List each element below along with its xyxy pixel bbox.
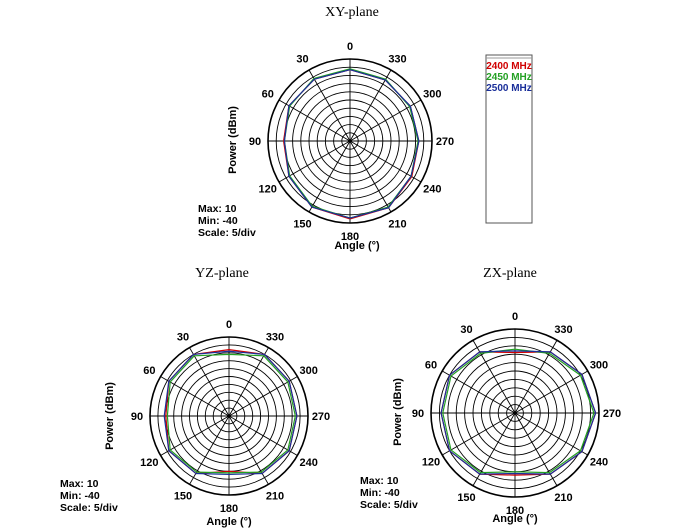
grid-spoke — [228, 415, 298, 456]
y-axis-label: Power (dBm) — [104, 382, 116, 450]
grid-spoke — [278, 99, 351, 142]
x-axis-label: Angle (°) — [492, 513, 538, 525]
info-max: Max: 10 — [198, 203, 237, 215]
angle-tick-label: 30 — [460, 324, 472, 336]
legend-item-2400: 2400 MHz — [486, 61, 532, 72]
angle-tick-label: 240 — [590, 457, 608, 469]
series-line-2500-mhz — [440, 350, 597, 475]
angle-tick-label: 300 — [423, 89, 441, 101]
angle-tick-label: 210 — [266, 491, 284, 503]
zx-plane-chart: ZX-plane 0 330 300 270 240 210 180 150 120 90 60 30… — [360, 266, 621, 525]
polar-grid — [149, 336, 309, 496]
grid-spoke — [514, 412, 588, 456]
info-scale: Scale: 5/div — [198, 227, 256, 239]
angle-tick-label: 60 — [425, 360, 437, 372]
info-max: Max: 10 — [360, 475, 399, 487]
angle-tick-label: 30 — [296, 54, 308, 66]
data-series — [282, 68, 420, 220]
angle-tick-label: 30 — [177, 331, 189, 343]
series-line-2450-mhz — [166, 353, 296, 474]
angle-tick-labels: 0 330 300 270 240 210 180 150 120 90 60 30 — [412, 311, 621, 517]
angle-tick-label: 150 — [293, 218, 311, 230]
angle-tick-label: 270 — [436, 136, 454, 148]
grid-spoke — [308, 140, 351, 213]
angle-tick-label: 180 — [341, 231, 359, 243]
grid-spoke — [308, 69, 351, 142]
angle-tick-label: 210 — [554, 492, 572, 504]
angle-tick-label: 60 — [143, 365, 155, 377]
grid-spoke — [228, 347, 269, 417]
angle-tick-label: 0 — [226, 319, 232, 331]
angle-tick-label: 60 — [262, 89, 274, 101]
y-axis-label: Power (dBm) — [227, 106, 239, 174]
angle-tick-label: 270 — [603, 408, 621, 420]
angle-tick-label: 330 — [388, 54, 406, 66]
grid-spoke — [349, 140, 422, 183]
angle-tick-label: 210 — [388, 218, 406, 230]
angle-tick-label: 0 — [512, 311, 518, 323]
angle-tick-label: 90 — [131, 411, 143, 423]
chart-title: YZ-plane — [195, 266, 249, 281]
legend: 2400 MHz 2450 MHz 2500 MHz — [485, 54, 533, 224]
grid-spoke — [160, 415, 230, 456]
xy-plane-chart: XY-plane 0 330 300 270 240 210 180 150 120 90 60 30… — [198, 5, 454, 252]
legend-item-2450: 2450 MHz — [486, 72, 532, 83]
polar-grid — [267, 58, 433, 224]
angle-tick-label: 270 — [312, 411, 330, 423]
angle-tick-label: 180 — [220, 503, 238, 515]
yz-plane-chart: YZ-plane 0 330 300 270 240 210 180 150 120 90 60 30… — [60, 266, 330, 528]
grid-spoke — [278, 140, 351, 183]
angle-tick-label: 90 — [412, 408, 424, 420]
info-min: Min: -40 — [60, 490, 100, 502]
angle-tick-label: 120 — [422, 457, 440, 469]
angle-tick-label: 330 — [266, 331, 284, 343]
angle-tick-label: 180 — [506, 505, 524, 517]
angle-tick-label: 240 — [423, 184, 441, 196]
grid-spoke — [228, 376, 298, 417]
angle-tick-label: 0 — [347, 41, 353, 53]
legend-item-2500: 2500 MHz — [486, 83, 532, 94]
angle-tick-labels: 0 330 300 270 240 210 180 150 120 90 60 30 — [131, 319, 330, 515]
x-axis-label: Angle (°) — [206, 516, 252, 528]
chart-title: ZX-plane — [483, 266, 537, 281]
grid-spoke — [160, 376, 230, 417]
angle-tick-label: 150 — [457, 492, 475, 504]
angle-tick-label: 90 — [249, 136, 261, 148]
info-min: Min: -40 — [198, 215, 238, 227]
grid-spoke — [514, 370, 588, 414]
angle-tick-label: 240 — [299, 457, 317, 469]
angle-tick-label: 150 — [174, 491, 192, 503]
series-line-2500-mhz — [163, 350, 298, 476]
angle-tick-label: 120 — [259, 184, 277, 196]
grid-spoke — [442, 370, 516, 414]
y-axis-label: Power (dBm) — [392, 378, 404, 446]
legend-box — [485, 54, 533, 224]
angle-tick-label: 330 — [554, 324, 572, 336]
info-scale: Scale: 5/div — [360, 499, 418, 511]
angle-tick-label: 120 — [140, 457, 158, 469]
data-series — [163, 349, 298, 476]
series-line-2450-mhz — [442, 348, 595, 474]
data-series — [440, 348, 597, 476]
grid-spoke — [349, 69, 392, 142]
info-min: Min: -40 — [360, 487, 400, 499]
chart-title: XY-plane — [325, 5, 379, 20]
info-max: Max: 10 — [60, 478, 99, 490]
grid-spoke — [442, 412, 516, 456]
angle-tick-labels: 0 330 300 270 240 210 180 150 120 90 60 30 — [249, 41, 454, 243]
angle-tick-label: 300 — [590, 360, 608, 372]
grid-spoke — [189, 347, 230, 417]
info-scale: Scale: 5/div — [60, 502, 118, 514]
x-axis-label: Angle (°) — [334, 240, 380, 252]
series-line-2500-mhz — [283, 69, 420, 219]
grid-spoke — [349, 140, 392, 213]
angle-tick-label: 300 — [299, 365, 317, 377]
